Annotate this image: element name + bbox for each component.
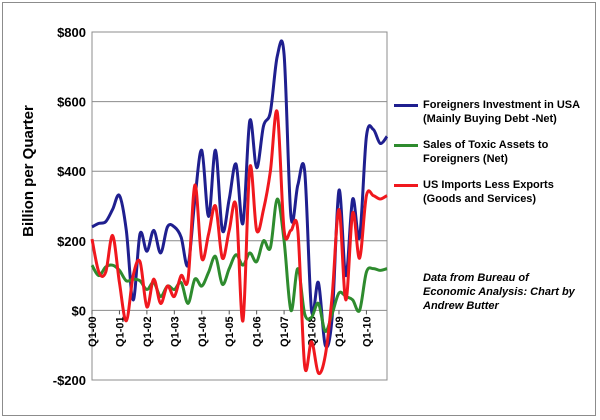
- y-tick-label: -$200: [53, 373, 86, 388]
- y-tick-label: $600: [57, 95, 86, 110]
- chart-frame: $800 $600 $400 $200 $0 -$200 Q1-00 Q1-01 Q1-02 Q…: [2, 2, 596, 416]
- x-tick-label: Q1-09: [334, 316, 346, 347]
- y-axis-label: Billion per Quarter: [20, 105, 37, 237]
- x-tick-label: Q1-05: [224, 316, 236, 347]
- annotation-line: Economic Analysis: Chart by: [423, 286, 575, 298]
- legend-label-line: Foreigners (Net): [423, 153, 508, 165]
- y-tick-label: $0: [72, 303, 86, 318]
- legend: Foreigners Investment in USA (Mainly Buy…: [393, 98, 593, 218]
- legend-item-foreign-investment: Foreigners Investment in USA (Mainly Buy…: [393, 98, 593, 126]
- legend-swatch-trade-deficit: [394, 184, 418, 187]
- x-tick-label: Q1-07: [279, 316, 291, 347]
- y-tick-label: $400: [57, 164, 86, 179]
- x-tick-label: Q1-04: [197, 316, 209, 347]
- legend-item-trade-deficit: US Imports Less Exports (Goods and Servi…: [393, 178, 593, 206]
- annotation-line: Andrew Butter: [423, 300, 499, 312]
- y-tick-label: $200: [57, 234, 86, 249]
- x-tick-label: Q1-10: [361, 316, 373, 347]
- x-axis-ticks: Q1-00 Q1-01 Q1-02 Q1-03 Q1-04 Q1-05 Q1-06 Q1-07…: [87, 310, 373, 347]
- legend-label-line: (Mainly Buying Debt -Net): [423, 113, 557, 125]
- x-tick-label: Q1-06: [252, 316, 264, 347]
- y-tick-label: $800: [57, 25, 86, 40]
- series-line-foreign-investment: [91, 39, 389, 349]
- x-tick-label: Q1-03: [169, 316, 181, 347]
- series-lines: [90, 39, 389, 375]
- x-tick-label: Q1-00: [87, 316, 99, 347]
- x-tick-label: Q1-02: [142, 316, 154, 347]
- legend-item-toxic-assets: Sales of Toxic Assets to Foreigners (Net…: [393, 138, 593, 166]
- source-annotation: Data from Bureau of Economic Analysis: C…: [423, 271, 583, 313]
- legend-label-line: Foreigners Investment in USA: [423, 99, 581, 111]
- line-chart: $800$600$400$200$0-$200 Q1-00 Q1-01 Q1-02 Q…: [20, 25, 389, 388]
- x-tick-label: Q1-01: [114, 316, 126, 347]
- legend-swatch-foreign-investment: [394, 104, 418, 107]
- y-axis-ticks: $800 $600 $400 $200 $0 -$200: [53, 25, 86, 388]
- legend-label-line: (Goods and Services): [423, 193, 537, 205]
- series-line-trade-deficit: [90, 109, 388, 375]
- legend-label-line: US Imports Less Exports: [423, 179, 554, 191]
- annotation-line: Data from Bureau of: [423, 272, 529, 284]
- legend-label-line: Sales of Toxic Assets to: [423, 139, 549, 151]
- plot-area: [91, 31, 388, 381]
- legend-swatch-toxic-assets: [394, 144, 418, 147]
- x-tick-label: Q1-08: [307, 316, 319, 347]
